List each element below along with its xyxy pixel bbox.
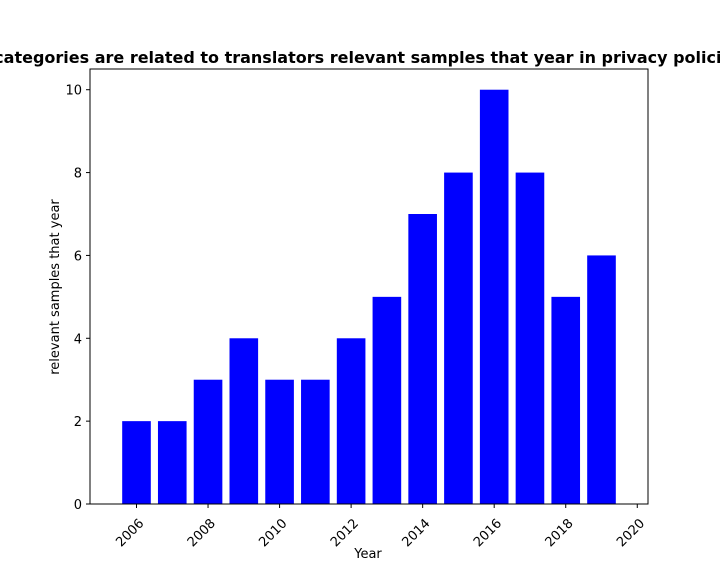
y-axis-ticks: 0 2 4 6 8 10 [65,84,90,513]
x-tick-label: 2012 [328,516,362,550]
x-axis-label: Year [353,547,382,562]
bar-2011 [301,379,330,504]
bar-2008 [193,379,223,504]
x-tick-label: 2006 [113,516,147,550]
bar-2019 [587,255,616,504]
bar-2012 [336,338,366,504]
y-tick-label: 10 [65,84,82,99]
x-tick-label: 2016 [471,516,505,550]
x-tick-label: 2018 [543,516,577,550]
x-tick-label: 2010 [256,516,290,550]
x-tick-label: 2014 [399,516,433,550]
bar-2013 [372,296,402,504]
bar-2010 [265,379,294,504]
bar-2018 [551,296,581,504]
y-axis-label: relevant samples that year [48,199,63,375]
bar-2007 [157,421,187,504]
y-tick-label: 2 [74,415,82,430]
bar-2017 [515,172,545,505]
bar-2009 [229,338,259,504]
bar-2015 [444,172,473,505]
bars-group [122,89,616,505]
y-tick-label: 4 [74,332,82,347]
y-tick-label: 0 [74,498,82,513]
bar-2014 [408,214,437,504]
x-axis-ticks: 2006 2008 2010 2012 2014 2016 2018 2020 [113,504,648,550]
bar-2016 [479,89,509,504]
y-tick-label: 8 [74,167,82,182]
x-tick-label: 2020 [614,516,648,550]
plot-frame [89,68,649,505]
chart-title: categories are related to translators re… [0,48,720,67]
x-tick-label: 2008 [185,516,219,550]
bar-2006 [122,421,151,504]
y-tick-label: 6 [74,249,82,264]
